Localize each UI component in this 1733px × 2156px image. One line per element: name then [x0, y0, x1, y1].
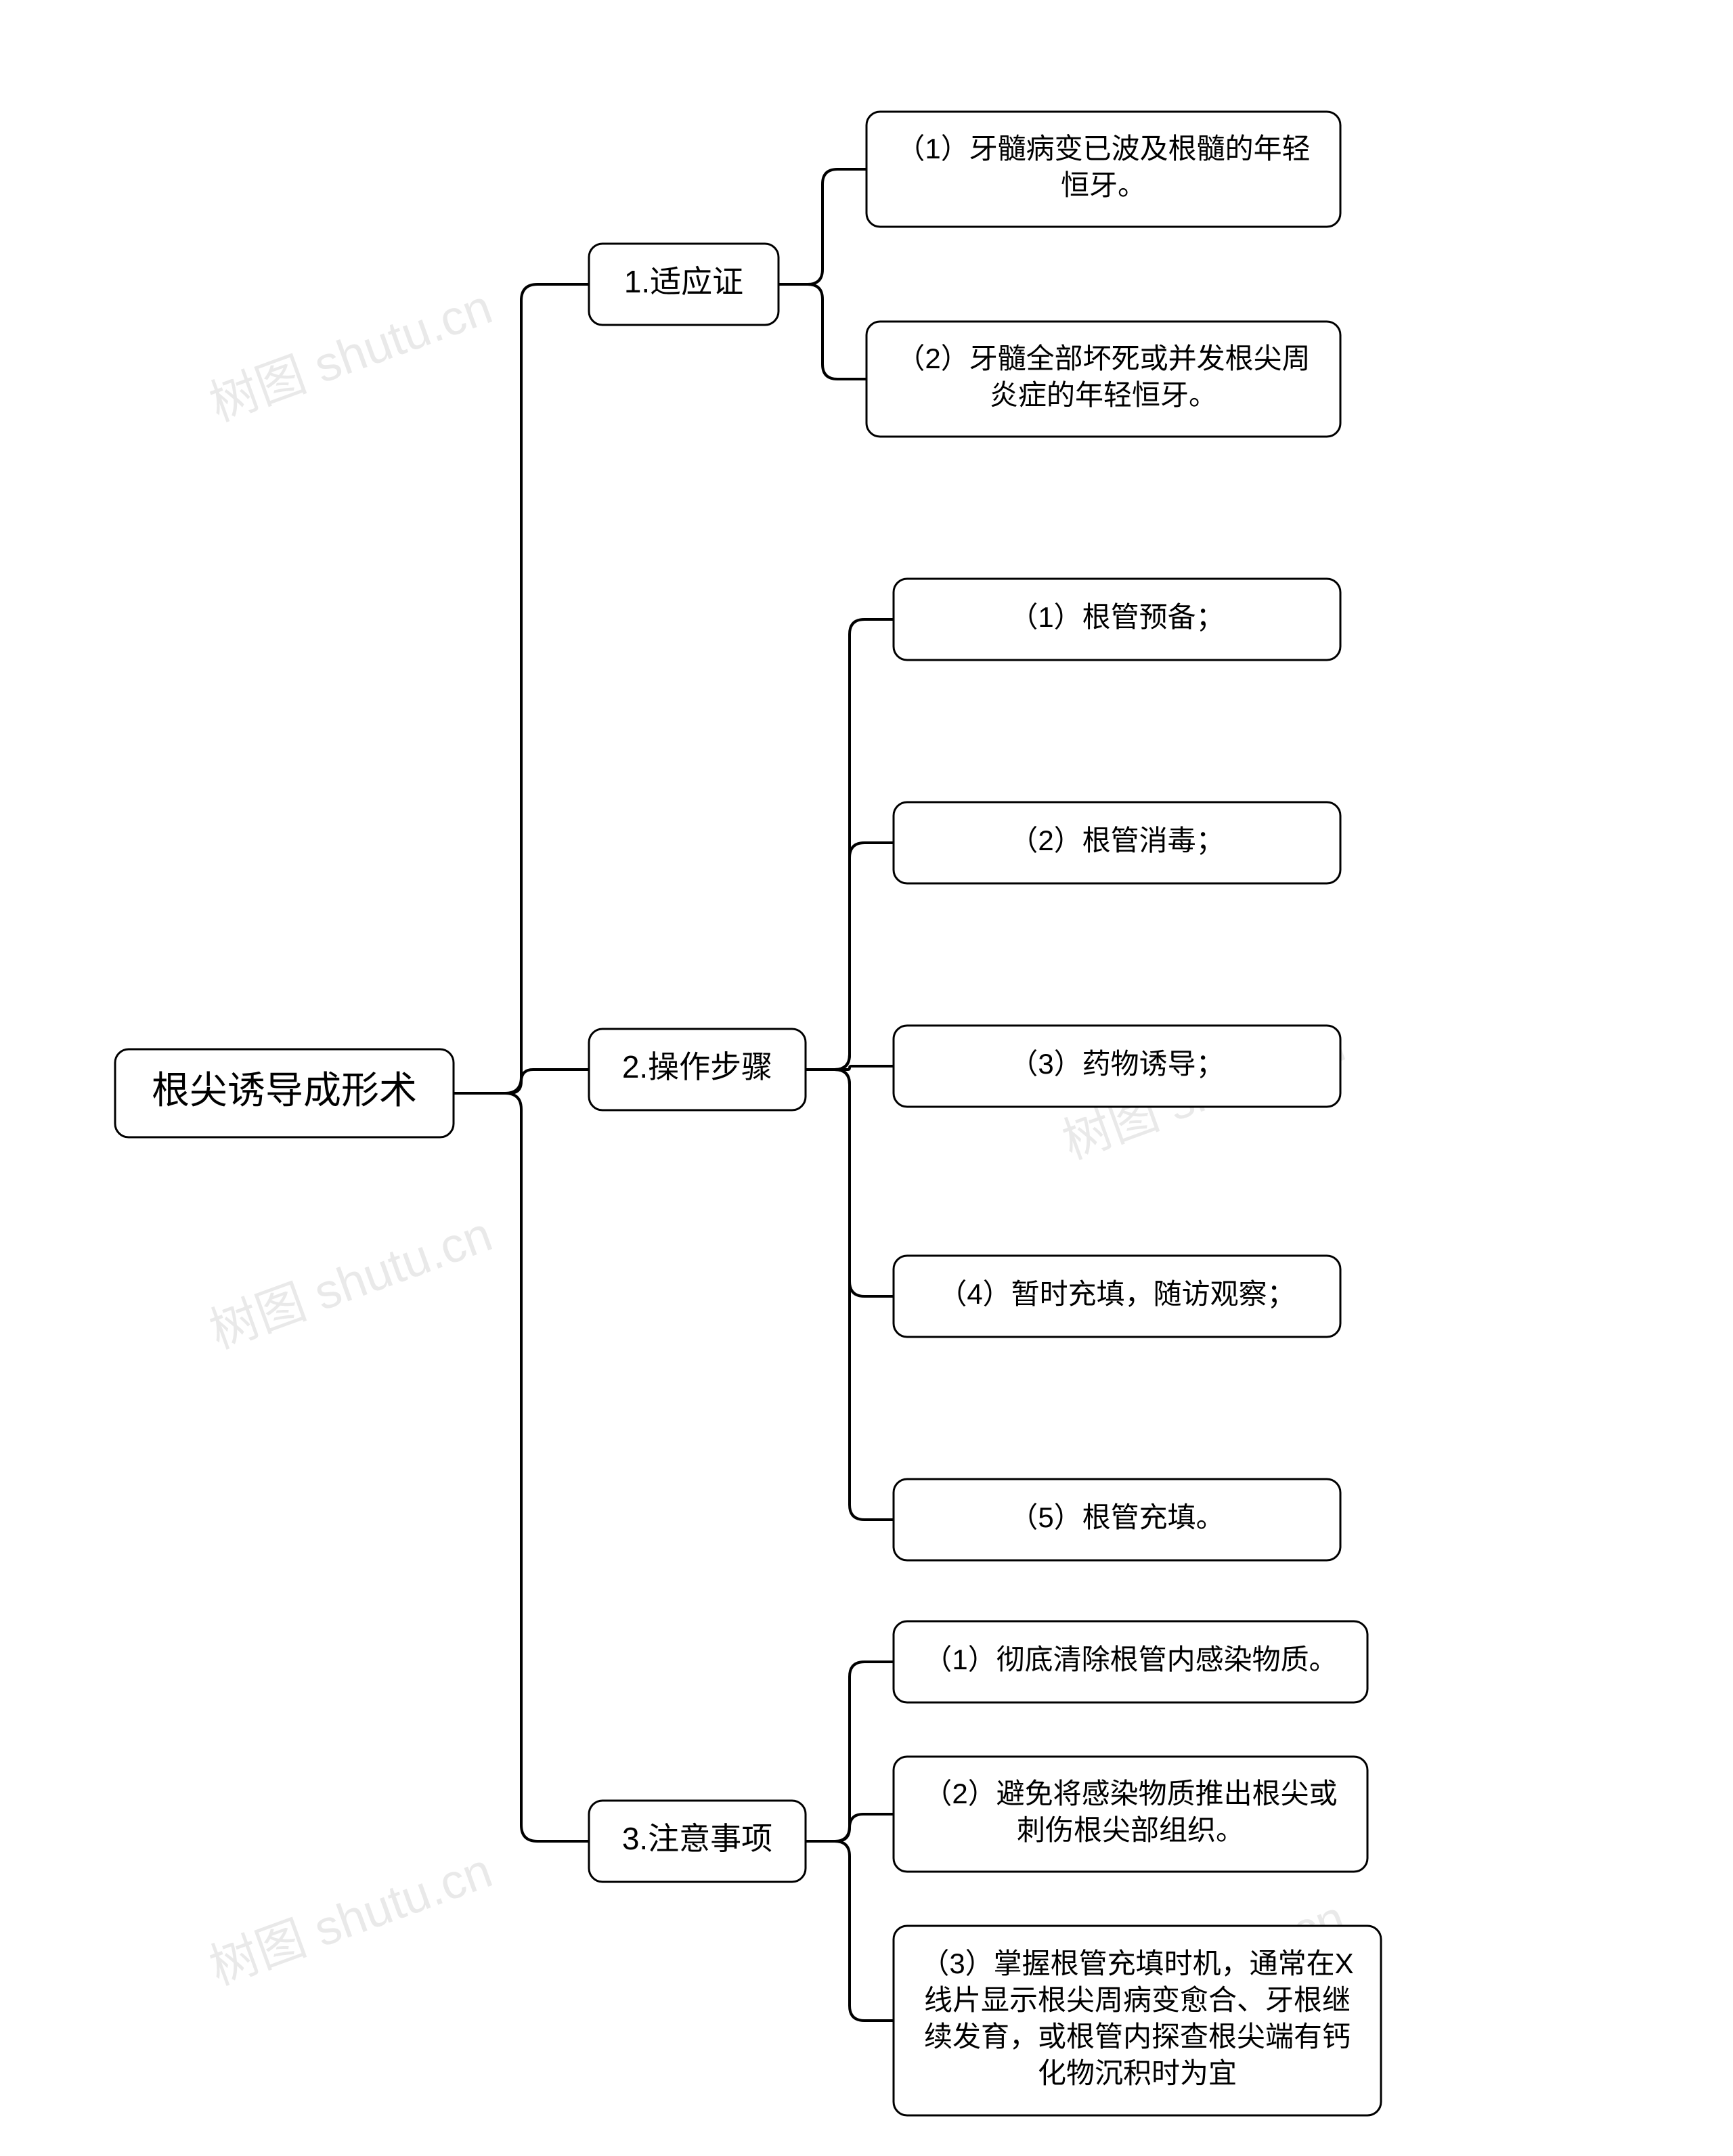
leaf-label: （1）根管预备； [1009, 601, 1224, 633]
leaf-node: （2）根管消毒； [894, 802, 1340, 883]
leaf-label: （4）暂时充填，随访观察； [938, 1278, 1295, 1310]
leaf-node: （2）牙髓全部坏死或并发根尖周炎症的年轻恒牙。 [866, 322, 1340, 437]
leaf-label: （5）根管充填。 [1009, 1501, 1224, 1533]
watermark: 树图 shutu.cn [203, 1843, 499, 1995]
branch-node: 2.操作步骤 [589, 1029, 806, 1110]
leaf-label: （1）彻底清除根管内感染物质。 [923, 1644, 1337, 1675]
watermark: 树图 shutu.cn [203, 1207, 499, 1359]
root-node: 根尖诱导成形术 [115, 1049, 454, 1137]
leaf-node: （1）彻底清除根管内感染物质。 [894, 1621, 1367, 1702]
leaf-node: （4）暂时充填，随访观察； [894, 1256, 1340, 1337]
branch-node: 3.注意事项 [589, 1801, 806, 1882]
root-label: 根尖诱导成形术 [152, 1069, 417, 1112]
mindmap-diagram: 树图 shutu.cn树图 shutu.cn树图 shutu.cn树图 shut… [0, 0, 1733, 2156]
watermark: 树图 shutu.cn [203, 280, 499, 431]
leaf-label: （3）药物诱导； [1009, 1048, 1224, 1080]
branch-label: 2.操作步骤 [622, 1049, 772, 1084]
leaf-label: （2）根管消毒； [1009, 824, 1224, 856]
leaf-node: （3）药物诱导； [894, 1026, 1340, 1107]
branch-label: 3.注意事项 [622, 1821, 772, 1856]
leaf-node: （1）牙髓病变已波及根髓的年轻恒牙。 [866, 112, 1340, 227]
leaf-node: （5）根管充填。 [894, 1479, 1340, 1560]
leaf-node: （3）掌握根管充填时机，通常在X线片显示根尖周病变愈合、牙根继续发育，或根管内探… [894, 1926, 1381, 2115]
leaf-node: （1）根管预备； [894, 579, 1340, 660]
leaf-node: （2）避免将感染物质推出根尖或刺伤根尖部组织。 [894, 1757, 1367, 1872]
branch-label: 1.适应证 [624, 264, 743, 299]
branch-node: 1.适应证 [589, 244, 778, 325]
